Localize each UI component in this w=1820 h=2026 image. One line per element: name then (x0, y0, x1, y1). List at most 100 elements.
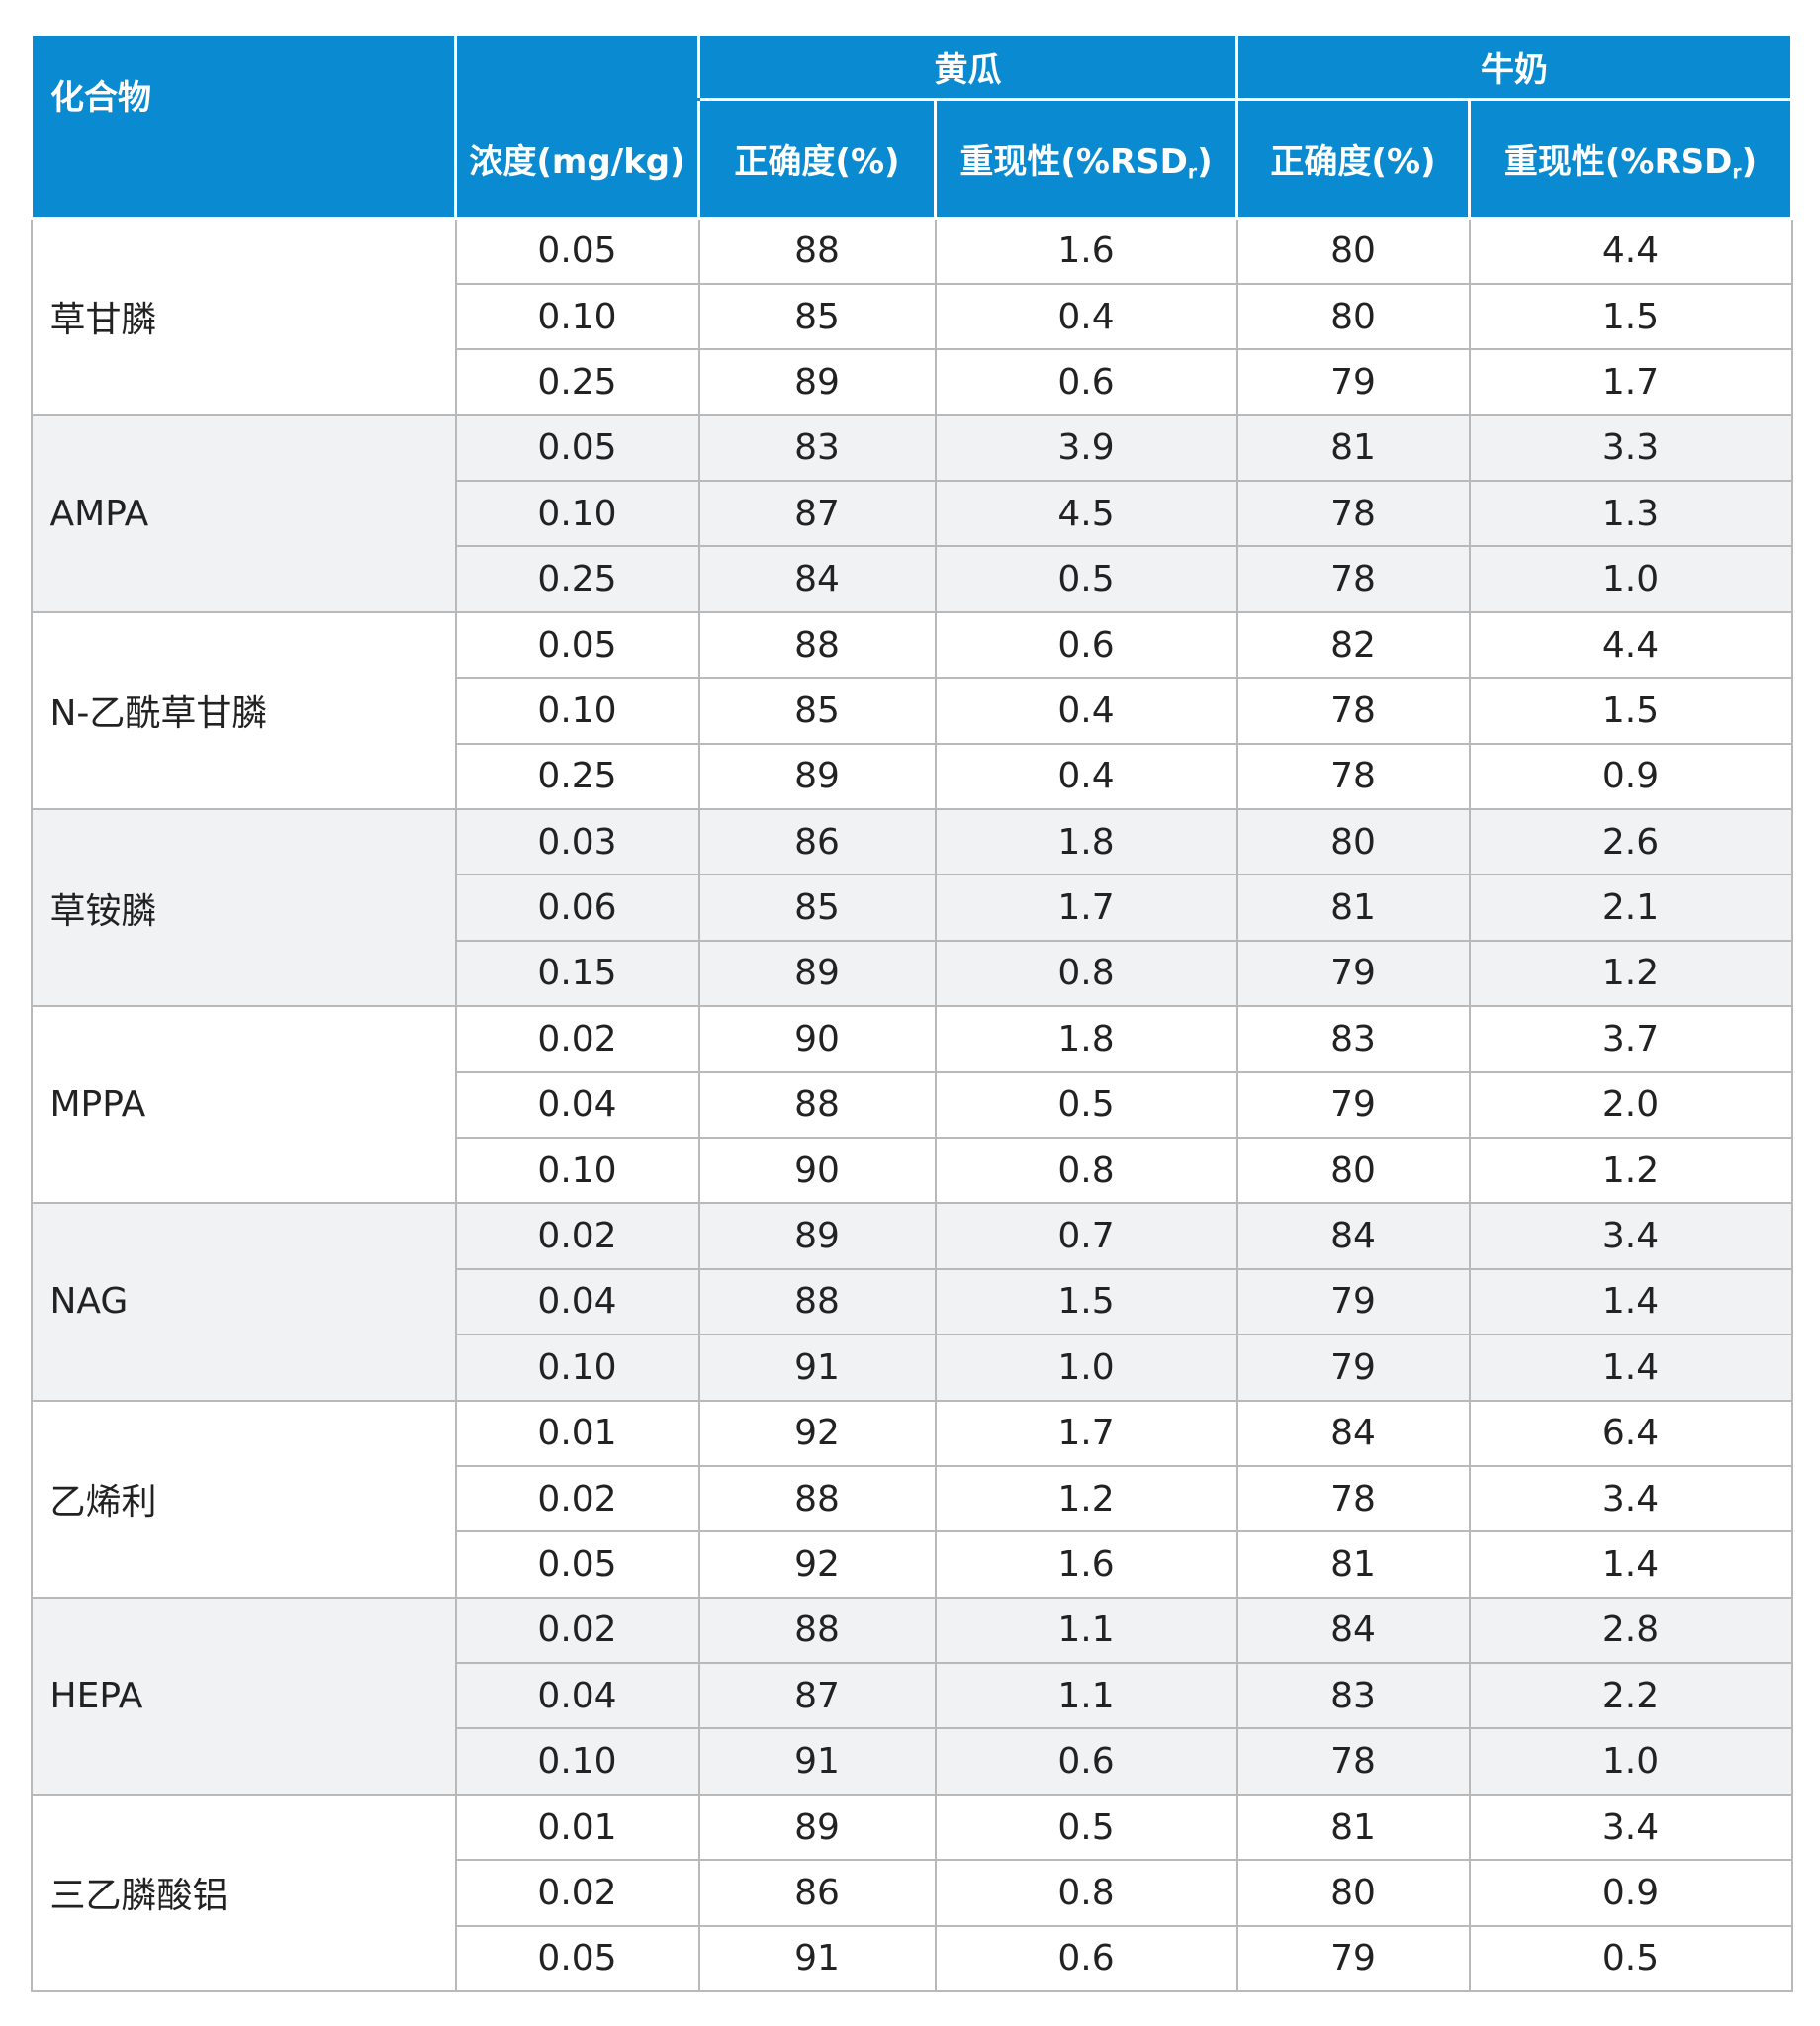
cucumber-accuracy-cell: 88 (697, 1464, 937, 1533)
concentration-cell: 0.05 (454, 1530, 700, 1599)
cucumber-accuracy-cell: 88 (697, 1596, 937, 1665)
concentration-cell: 0.03 (454, 808, 700, 876)
concentration-cell: 0.10 (454, 1136, 700, 1205)
concentration-cell: 0.01 (454, 1793, 700, 1862)
cucumber-rsd-cell: 1.6 (934, 1530, 1238, 1599)
concentration-cell: 0.04 (454, 1070, 700, 1139)
milk-accuracy-cell: 79 (1235, 1070, 1471, 1139)
compound-cell: 草甘膦 (30, 217, 457, 416)
milk-rsd-cell: 4.4 (1468, 610, 1793, 680)
milk-accuracy-cell: 84 (1235, 1596, 1471, 1665)
milk-accuracy-cell: 81 (1235, 414, 1471, 483)
cucumber-accuracy-cell: 87 (697, 480, 937, 548)
milk-accuracy-cell: 79 (1235, 939, 1471, 1008)
milk-rsd-cell: 3.4 (1468, 1464, 1793, 1533)
cucumber-rsd-cell: 1.1 (934, 1662, 1238, 1730)
table-row: 0.10 90 0.8 80 1.2 (32, 1136, 1793, 1205)
cucumber-accuracy-cell: 88 (697, 1070, 937, 1139)
cucumber-repeatability-header: 重现性(%RSDr) (934, 98, 1238, 220)
compound-cell: N-乙酰草甘膦 (30, 610, 457, 811)
cucumber-accuracy-cell: 89 (697, 348, 937, 416)
milk-accuracy-cell: 81 (1235, 1530, 1471, 1599)
milk-accuracy-cell: 82 (1235, 610, 1471, 680)
cucumber-accuracy-cell: 88 (697, 1267, 937, 1336)
table-row: 0.25 89 0.4 78 0.9 (32, 742, 1793, 811)
cucumber-accuracy-cell: 84 (697, 545, 937, 613)
compound-cell: 三乙膦酸铝 (30, 1793, 457, 1993)
table-row: 0.05 91 0.6 79 0.5 (32, 1924, 1793, 1993)
cucumber-rsd-cell: 1.8 (934, 1005, 1238, 1073)
compound-cell: AMPA (30, 414, 457, 613)
milk-rsd-cell: 2.8 (1468, 1596, 1793, 1665)
milk-accuracy-cell: 83 (1235, 1005, 1471, 1073)
concentration-cell: 0.04 (454, 1267, 700, 1336)
table-row: AMPA 0.05 83 3.9 81 3.3 (30, 414, 1793, 613)
cucumber-rsd-cell: 0.6 (934, 610, 1238, 680)
milk-rsd-cell: 1.4 (1468, 1334, 1793, 1402)
concentration-cell: 0.15 (454, 939, 700, 1008)
table-row: 0.02 86 0.8 80 0.9 (32, 1859, 1793, 1927)
concentration-cell: 0.10 (454, 282, 700, 351)
table-row: 0.15 89 0.8 79 1.2 (32, 939, 1793, 1008)
cucumber-rsd-cell: 1.0 (934, 1334, 1238, 1402)
cucumber-rsd-cell: 0.8 (934, 1136, 1238, 1205)
cucumber-accuracy-cell: 86 (697, 808, 937, 876)
milk-accuracy-cell: 79 (1235, 348, 1471, 416)
cucumber-accuracy-cell: 86 (697, 1859, 937, 1927)
milk-rsd-cell: 1.0 (1468, 1727, 1793, 1796)
table-row: 0.10 91 0.6 78 1.0 (32, 1727, 1793, 1796)
concentration-cell: 0.02 (454, 1464, 700, 1533)
table-row: 草铵膦 0.03 86 1.8 80 2.6 (30, 808, 1793, 1008)
milk-accuracy-cell: 78 (1235, 480, 1471, 548)
concentration-cell: 0.05 (454, 1924, 700, 1993)
milk-accuracy-cell: 78 (1235, 677, 1471, 745)
table-row: 0.04 87 1.1 83 2.2 (32, 1662, 1793, 1730)
milk-rsd-cell: 0.9 (1468, 1859, 1793, 1927)
header-spacer (454, 33, 700, 101)
cucumber-rsd-cell: 0.4 (934, 742, 1238, 811)
compound-header: 化合物 (30, 33, 457, 220)
milk-rsd-cell: 2.2 (1468, 1662, 1793, 1730)
cucumber-accuracy-cell: 89 (697, 1793, 937, 1862)
concentration-cell: 0.25 (454, 348, 700, 416)
milk-accuracy-cell: 80 (1235, 1136, 1471, 1205)
cucumber-rsd-cell: 1.7 (934, 1399, 1238, 1467)
compound-cell: NAG (30, 1202, 457, 1402)
milk-rsd-cell: 1.5 (1468, 282, 1793, 351)
milk-accuracy-cell: 78 (1235, 1464, 1471, 1533)
concentration-cell: 0.25 (454, 545, 700, 613)
milk-rsd-cell: 1.2 (1468, 939, 1793, 1008)
milk-rsd-cell: 1.2 (1468, 1136, 1793, 1205)
table-row: N-乙酰草甘膦 0.05 88 0.6 82 4.4 (30, 610, 1793, 811)
results-table: 化合物 黄瓜 牛奶 浓度(mg/kg) 正确度(%) 重现性(%RSDr) 正确… (30, 33, 1793, 1993)
milk-rsd-cell: 6.4 (1468, 1399, 1793, 1467)
table-row: 0.10 91 1.0 79 1.4 (32, 1334, 1793, 1402)
cucumber-rsd-cell: 3.9 (934, 414, 1238, 483)
milk-accuracy-cell: 79 (1235, 1334, 1471, 1402)
cucumber-rsd-cell: 0.5 (934, 545, 1238, 613)
concentration-cell: 0.02 (454, 1859, 700, 1927)
milk-accuracy-cell: 79 (1235, 1924, 1471, 1993)
concentration-cell: 0.06 (454, 874, 700, 942)
cucumber-rsd-cell: 1.7 (934, 874, 1238, 942)
table-row: 0.05 92 1.6 81 1.4 (32, 1530, 1793, 1599)
concentration-cell: 0.25 (454, 742, 700, 811)
cucumber-accuracy-cell: 91 (697, 1334, 937, 1402)
concentration-cell: 0.02 (454, 1202, 700, 1270)
milk-accuracy-cell: 84 (1235, 1202, 1471, 1270)
cucumber-rsd-cell: 0.4 (934, 677, 1238, 745)
milk-rsd-cell: 2.1 (1468, 874, 1793, 942)
table-header: 化合物 黄瓜 牛奶 浓度(mg/kg) 正确度(%) 重现性(%RSDr) 正确… (30, 33, 1793, 220)
table-row: HEPA 0.02 88 1.1 84 2.8 (30, 1596, 1793, 1796)
table-row: 三乙膦酸铝 0.01 89 0.5 81 3.4 (30, 1793, 1793, 1993)
cucumber-accuracy-cell: 85 (697, 677, 937, 745)
cucumber-accuracy-cell: 91 (697, 1727, 937, 1796)
cucumber-accuracy-cell: 87 (697, 1662, 937, 1730)
concentration-cell: 0.10 (454, 480, 700, 548)
cucumber-rsd-cell: 1.8 (934, 808, 1238, 876)
milk-rsd-cell: 2.6 (1468, 808, 1793, 876)
table-row: 0.04 88 1.5 79 1.4 (32, 1267, 1793, 1336)
concentration-header: 浓度(mg/kg) (454, 98, 700, 220)
milk-rsd-cell: 3.4 (1468, 1202, 1793, 1270)
cucumber-rsd-cell: 0.7 (934, 1202, 1238, 1270)
